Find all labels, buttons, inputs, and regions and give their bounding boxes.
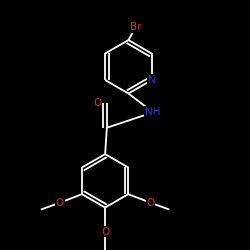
Text: N: N <box>148 75 156 85</box>
Text: O: O <box>56 198 64 208</box>
Text: NH: NH <box>145 107 161 117</box>
Text: O: O <box>93 98 102 108</box>
Text: O: O <box>146 198 155 208</box>
Text: Br: Br <box>130 22 142 32</box>
Text: O: O <box>101 226 109 236</box>
